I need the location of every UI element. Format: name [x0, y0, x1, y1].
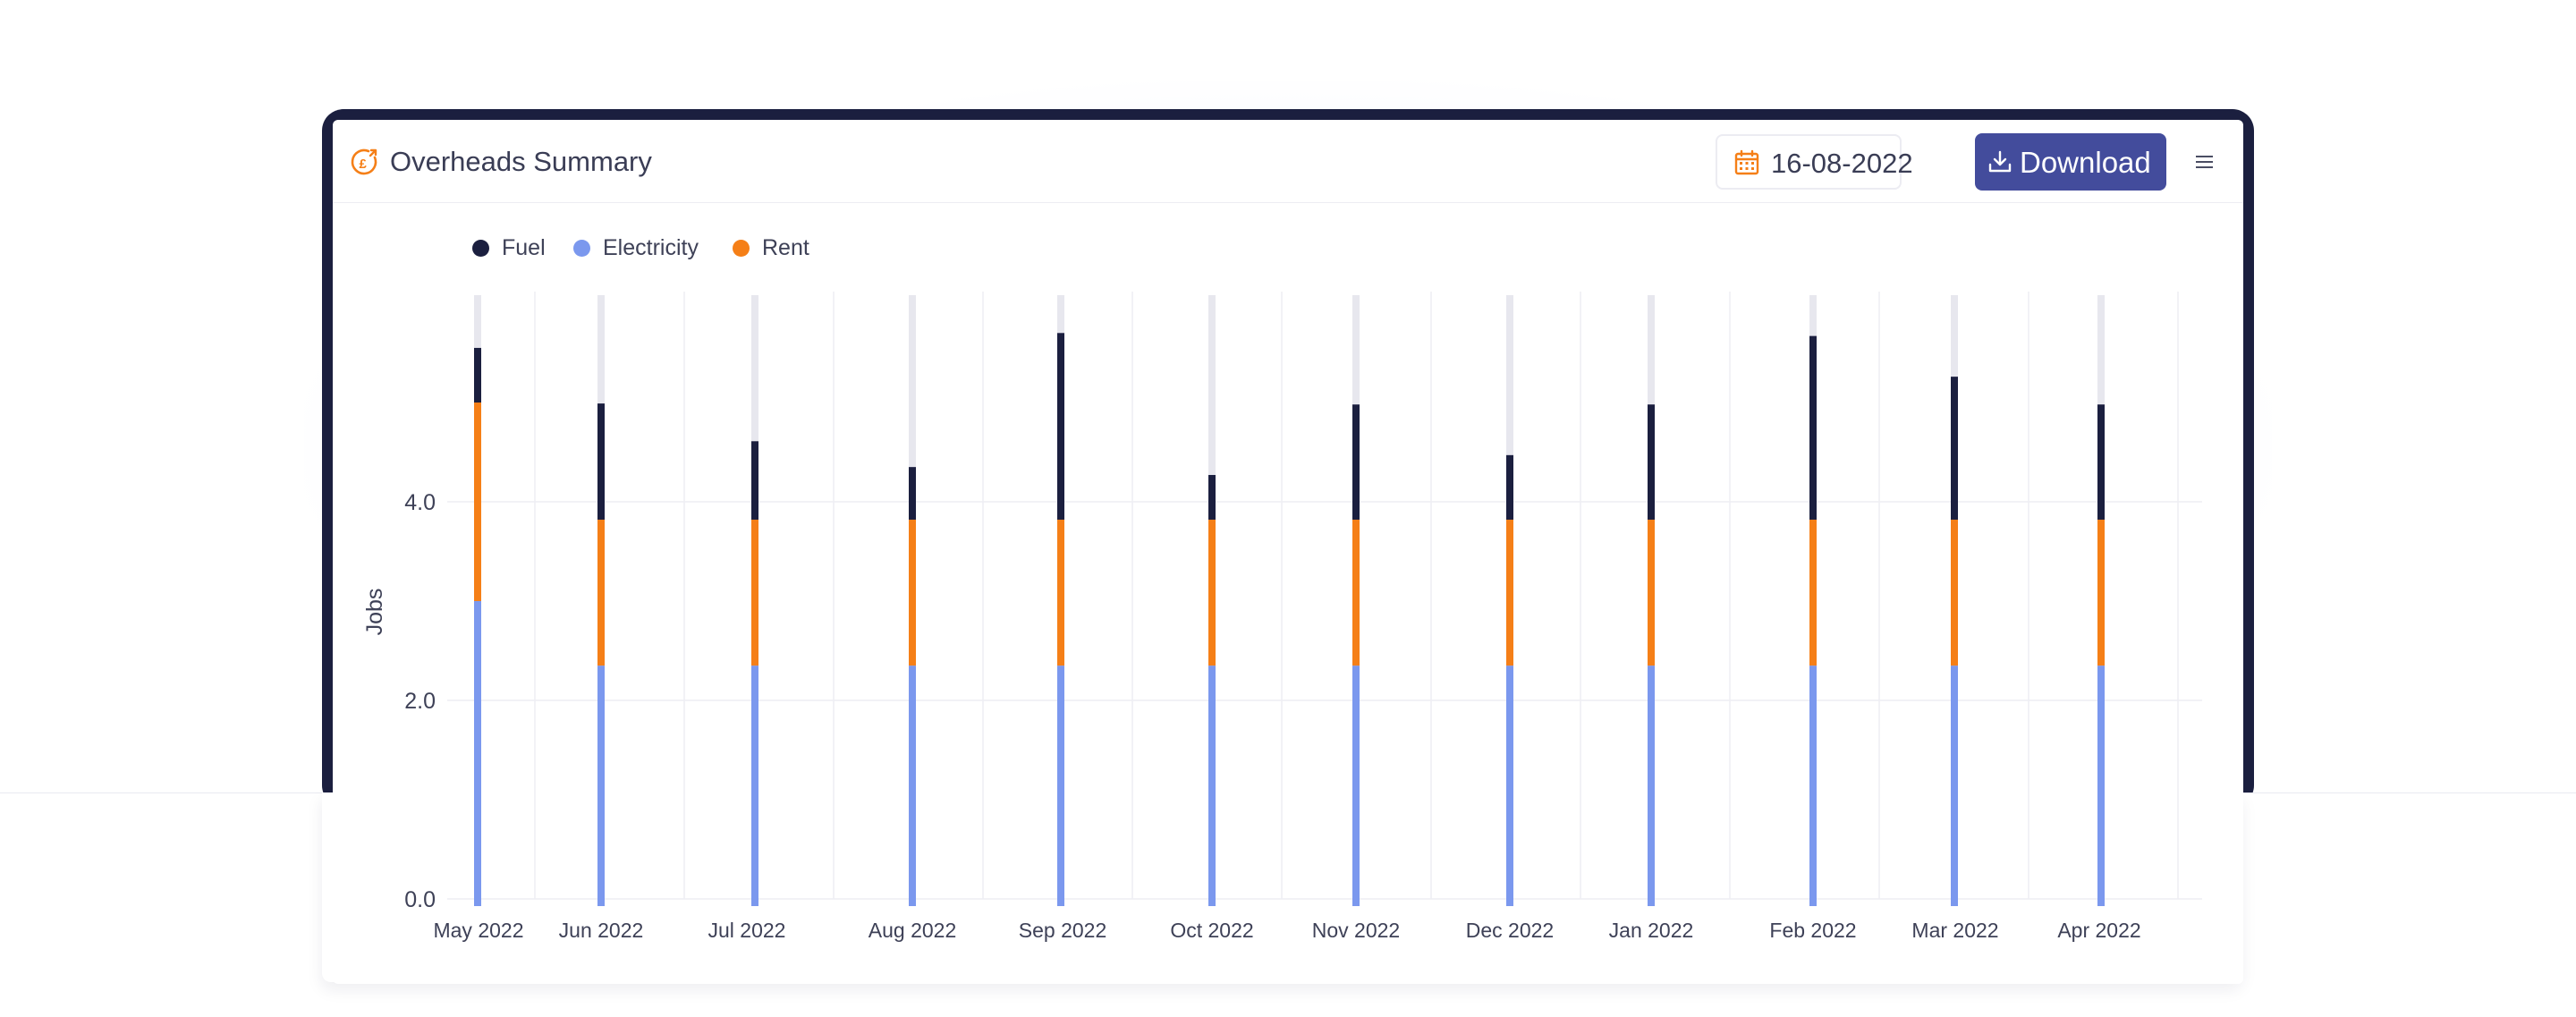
bar-fuel — [1951, 377, 1958, 520]
bar-rent — [1951, 519, 1958, 666]
calendar-icon — [1734, 149, 1759, 175]
x-tick-label: Sep 2022 — [1019, 919, 1106, 942]
bar-fuel — [474, 347, 481, 403]
bar-electricity — [2097, 665, 2105, 906]
x-tick-label: Jun 2022 — [559, 919, 644, 942]
download-icon — [1988, 150, 2012, 173]
legend-dot-rent — [733, 240, 750, 257]
x-tick-label: Mar 2022 — [1911, 919, 1998, 942]
bar-electricity — [909, 665, 916, 906]
x-tick-label: Apr 2022 — [2057, 919, 2140, 942]
bar-rent — [1809, 519, 1817, 666]
x-tick-label: Aug 2022 — [869, 919, 956, 942]
svg-text:£: £ — [360, 157, 368, 172]
bar-rent — [909, 519, 916, 666]
bar-electricity — [1648, 665, 1655, 906]
y-axis-label: Jobs — [362, 589, 387, 636]
legend-label-electricity: Electricity — [603, 235, 699, 260]
bar-fuel — [1809, 335, 1817, 520]
date-picker[interactable]: 16-08-2022 — [1716, 134, 1913, 190]
bar-rent — [2097, 519, 2105, 666]
bar-fuel — [1208, 475, 1216, 520]
bar-electricity — [751, 665, 758, 906]
bar-rent — [1057, 519, 1064, 666]
y-tick-label: 2.0 — [404, 689, 436, 714]
x-tick-label: Oct 2022 — [1170, 919, 1253, 942]
y-tick-label: 0.0 — [404, 887, 436, 912]
x-tick-label: Jan 2022 — [1609, 919, 1694, 942]
bar-fuel — [1352, 404, 1360, 520]
bar-rent — [1506, 519, 1513, 666]
bar-fuel — [751, 441, 758, 520]
x-tick-label: Feb 2022 — [1769, 919, 1856, 942]
bar-fuel — [1648, 404, 1655, 520]
bar-electricity — [1951, 665, 1958, 906]
bar-rent — [751, 519, 758, 666]
legend-label-rent: Rent — [762, 235, 809, 260]
bar-electricity — [1208, 665, 1216, 906]
pound-coin-icon: £ — [351, 148, 377, 175]
download-button[interactable]: Download — [1975, 133, 2166, 191]
bar-rent — [1208, 519, 1216, 666]
y-tick-label: 4.0 — [404, 490, 436, 515]
x-tick-label: Dec 2022 — [1466, 919, 1554, 942]
bar-electricity — [1506, 665, 1513, 906]
x-tick-label: Nov 2022 — [1312, 919, 1400, 942]
date-value: 16-08-2022 — [1771, 148, 1913, 179]
download-label: Download — [2020, 146, 2151, 179]
card-header: £ Overheads Summary 16-08-2022 — [333, 120, 2243, 203]
bar-fuel — [597, 403, 605, 520]
page-title: Overheads Summary — [390, 146, 652, 177]
bar-electricity — [597, 665, 605, 906]
bar-rent — [474, 403, 481, 601]
bar-electricity — [474, 601, 481, 906]
legend-label-fuel: Fuel — [502, 235, 546, 260]
legend-dot-fuel — [472, 240, 489, 257]
overheads-card: £ Overheads Summary 16-08-2022 — [333, 120, 2243, 984]
bar-electricity — [1352, 665, 1360, 906]
hamburger-menu-icon[interactable] — [2191, 148, 2218, 175]
bar-fuel — [909, 467, 916, 520]
bar-rent — [597, 519, 605, 666]
bar-electricity — [1809, 665, 1817, 906]
bar-fuel — [1506, 454, 1513, 520]
legend-dot-electricity — [573, 240, 590, 257]
bar-rent — [1648, 519, 1655, 666]
bar-fuel — [2097, 404, 2105, 520]
x-tick-label: Jul 2022 — [708, 919, 786, 942]
bar-fuel — [1057, 333, 1064, 520]
bar-electricity — [1057, 665, 1064, 906]
x-tick-label: May 2022 — [433, 919, 523, 942]
bar-rent — [1352, 519, 1360, 666]
